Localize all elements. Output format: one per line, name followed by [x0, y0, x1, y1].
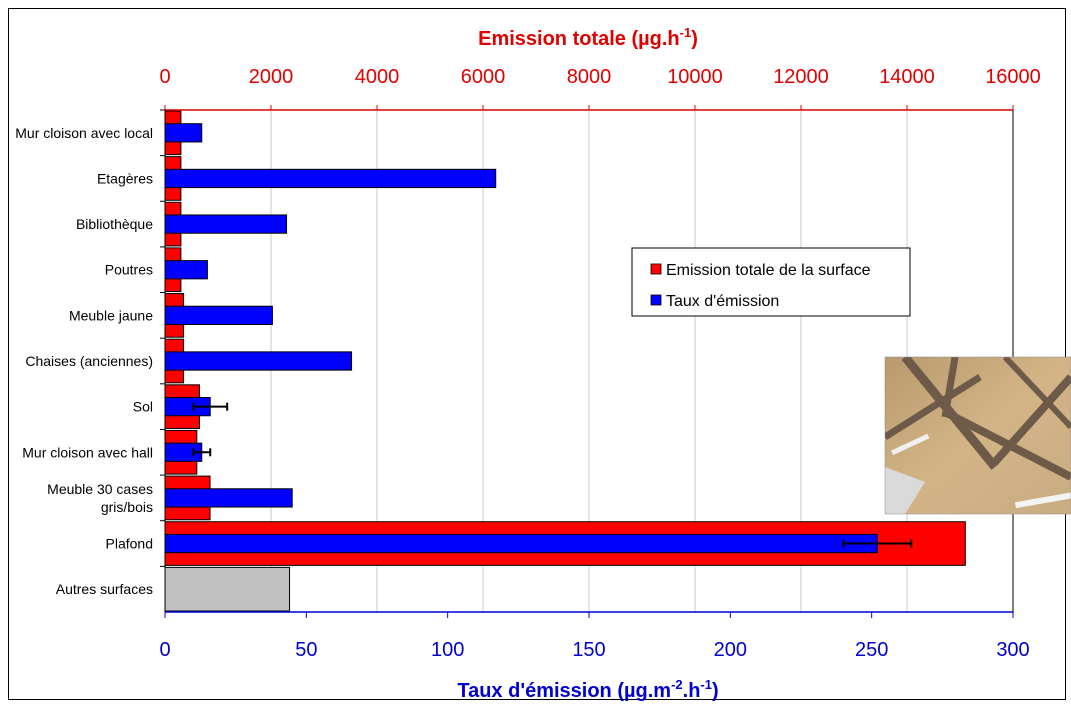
bottom-axis-title: Taux d'émission (µg.m-2.h-1): [457, 677, 718, 702]
bottom-tick-label: 100: [431, 639, 464, 661]
legend: Emission totale de la surface Taux d'émis…: [631, 247, 911, 317]
category-label: Poutres: [105, 262, 153, 278]
photo-wall: [885, 467, 925, 514]
photo-border: [884, 356, 1071, 515]
top-tick-label: 16000: [985, 66, 1041, 88]
bottom-tick-label: 250: [855, 639, 888, 661]
bottom-tick-label: 0: [159, 639, 170, 661]
category-label: Mur cloison avec local: [15, 125, 153, 141]
legend-swatch-taux: [650, 294, 662, 306]
legend-swatch-emission: [650, 263, 662, 275]
bottom-tick-label: 300: [996, 639, 1029, 661]
top-tick-label: 2000: [249, 66, 294, 88]
category-label: Chaises (anciennes): [25, 353, 153, 369]
photo-beam: [885, 374, 982, 440]
bars: [164, 110, 966, 612]
top-tick-label: 10000: [667, 66, 723, 88]
bottom-tick-label: 150: [572, 639, 605, 661]
photo-light: [1014, 491, 1071, 509]
bar-taux-emission: [164, 351, 353, 371]
category-label: Mur cloison avec hall: [22, 444, 153, 460]
photo-content: [885, 357, 1071, 514]
top-tick-label: 8000: [567, 66, 612, 88]
ceiling-photo: [884, 356, 1071, 515]
bar-taux-emission: [164, 168, 497, 189]
top-tick-label: 4000: [355, 66, 400, 88]
top-tick-label: 0: [159, 66, 170, 88]
photo-light: [891, 433, 930, 456]
top-tick-label: 6000: [461, 66, 506, 88]
bar-taux-emission: [164, 305, 273, 325]
bar-taux-emission: [164, 260, 208, 280]
photo-beam: [943, 408, 1071, 481]
legend-label-emission: Emission totale de la surface: [666, 262, 871, 279]
category-label: gris/bois: [101, 499, 153, 515]
bottom-tick-label: 50: [295, 639, 317, 661]
bar-taux-emission: [164, 533, 878, 554]
category-label: Etagères: [97, 170, 153, 186]
bar-taux-emission: [164, 123, 203, 143]
legend-box: [631, 247, 911, 317]
labels: Mur cloison avec local Etagères Bibliothèq…: [15, 25, 1041, 702]
bar-autres-surfaces: [164, 566, 291, 612]
category-label: Bibliothèque: [76, 216, 153, 232]
bar-taux-emission: [164, 488, 293, 508]
legend-label-taux: Taux d'émission: [666, 293, 779, 310]
category-label: Meuble 30 cases: [47, 481, 153, 497]
category-label: Plafond: [106, 536, 153, 552]
photo-beam: [1002, 357, 1071, 430]
top-tick-label: 12000: [773, 66, 829, 88]
category-label: Autres surfaces: [56, 581, 153, 597]
category-label: Sol: [133, 399, 153, 415]
category-label: Meuble jaune: [69, 307, 153, 323]
bottom-tick-label: 200: [714, 639, 747, 661]
top-tick-label: 14000: [879, 66, 935, 88]
top-axis-title: Emission totale (µg.h-1): [478, 25, 698, 50]
bar-taux-emission: [164, 214, 288, 234]
photo-beam: [941, 357, 959, 418]
